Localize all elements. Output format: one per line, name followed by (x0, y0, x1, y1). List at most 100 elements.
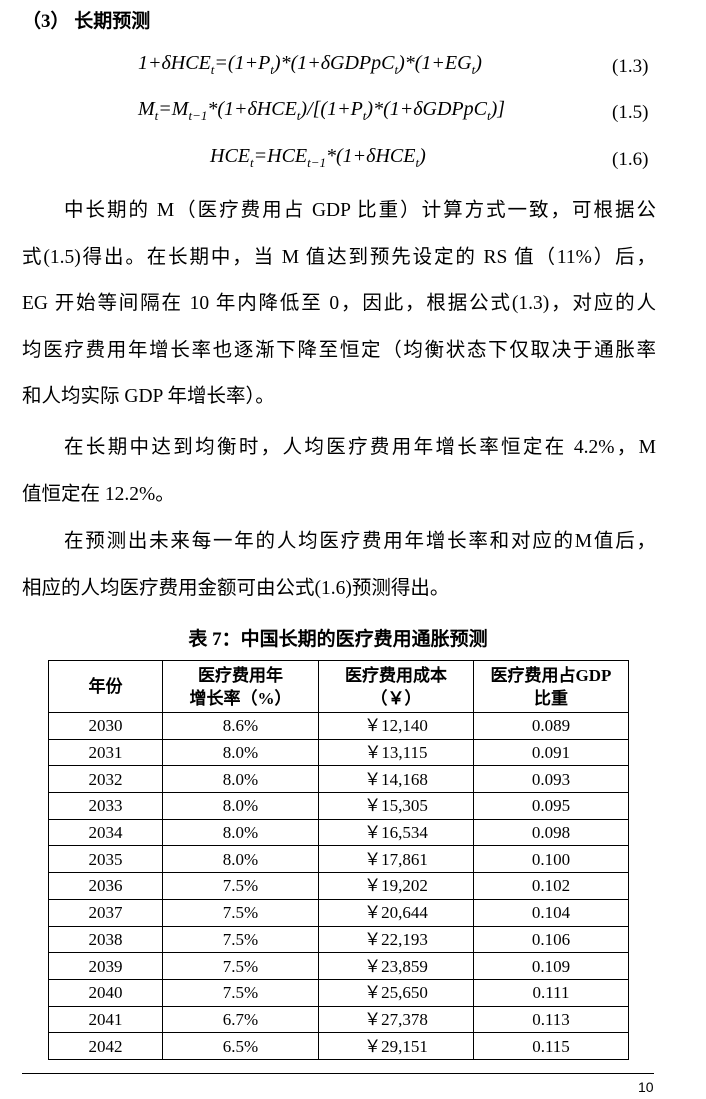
formula-text: HCE (210, 145, 250, 167)
text-line: 在预测出未来每一年的人均医疗费用年增长率和对应的M值后， (64, 531, 656, 552)
table-cell: 2034 (48, 818, 163, 847)
formula-text: )] (490, 98, 506, 120)
table-cell: 8.6% (162, 712, 319, 740)
formula-text: )/[(1+P (300, 98, 363, 120)
table-cell: ￥13,115 (318, 738, 474, 767)
table-cell: 0.106 (473, 925, 629, 954)
table-cell: 7.5% (162, 872, 319, 900)
table-header-row: 年份 医疗费用年增长率（%） 医疗费用成本 （￥） 医疗费用占GDP 比重 (48, 660, 629, 713)
table-cell: 2041 (48, 1005, 163, 1034)
table-caption: 表 7：中国长期的医疗费用通胀预测 (188, 629, 488, 650)
paragraph: 中长期的 M（医疗费用占 GDP 比重）计算方式一致，可根据公式(1.5)得出。… (22, 197, 656, 430)
formula-subscript: t (210, 62, 215, 77)
formula-3: HCEt=HCEt−1*(1+δHCEt) (210, 145, 426, 171)
table-cell: ￥16,534 (318, 818, 474, 847)
section-heading: （3） 长期预测 (22, 11, 151, 32)
table-row: 2042 6.5% ￥29,151 0.115 (48, 1032, 629, 1060)
column-header: 医疗费用成本 （￥） (318, 660, 474, 713)
formula-text: *(1+δHCE (326, 145, 416, 167)
header-text: 医疗费用占GDP (490, 665, 612, 685)
table-cell: 8.0% (162, 818, 319, 847)
table-cell: ￥20,644 (318, 898, 474, 927)
table-cell: 0.113 (473, 1005, 629, 1034)
table-row: 2037 7.5% ￥20,644 0.104 (48, 898, 629, 927)
table-cell: 8.0% (162, 765, 319, 794)
text-line: 中长期的 M（医疗费用占 GDP 比重）计算方式一致，可根据公 (64, 200, 656, 221)
table-row: 2034 8.0% ￥16,534 0.098 (48, 818, 629, 847)
table-cell: 2035 (48, 845, 163, 874)
table-cell: ￥22,193 (318, 925, 474, 954)
table-cell: 2030 (48, 712, 163, 740)
formula-subscript: t−1 (307, 155, 327, 170)
table-cell: ￥14,168 (318, 765, 474, 794)
formula-text: 1+δHCE (138, 52, 211, 74)
formula-subscript: t (415, 155, 420, 170)
formula-subscript: t (362, 108, 367, 123)
table-cell: 7.5% (162, 952, 319, 980)
table-cell: 0.091 (473, 738, 629, 767)
table-cell: 2039 (48, 952, 163, 980)
table-cell: 0.089 (473, 712, 629, 740)
formula-text: )*(1+δGDPpC (366, 98, 487, 120)
formula-text: ) (475, 52, 482, 74)
equation-number: (1.3) (612, 56, 649, 77)
table-cell: ￥23,859 (318, 952, 474, 980)
column-header: 年份 (48, 660, 163, 713)
formula-text: =M (158, 98, 189, 120)
text-line: 式(1.5)得出。在长期中，当 M 值达到预先设定的 RS 值（11%）后， (22, 246, 656, 268)
table-row: 2030 8.6% ￥12,140 0.089 (48, 712, 629, 740)
table-cell: 2036 (48, 872, 163, 900)
table-cell: ￥19,202 (318, 872, 474, 900)
table-cell: 2042 (48, 1032, 163, 1060)
table-cell: 0.102 (473, 872, 629, 900)
table-cell: 0.111 (473, 978, 629, 1007)
text-line: EG 开始等间隔在 10 年内降低至 0，因此，根据公式(1.3)，对应的人 (22, 293, 656, 314)
footer-divider (22, 1073, 654, 1074)
header-text: 比重 (534, 688, 568, 708)
table-cell: 6.5% (162, 1032, 319, 1060)
formula-subscript: t (486, 108, 491, 123)
formula-text: )*(1+EG (398, 52, 472, 74)
formula-text: =HCE (253, 145, 308, 167)
equation-number: (1.6) (612, 149, 649, 170)
formula-subscript: t−1 (188, 108, 208, 123)
table-row: 2036 7.5% ￥19,202 0.102 (48, 872, 629, 900)
header-text: 医疗费用成本 (345, 665, 447, 685)
table-cell: ￥27,378 (318, 1005, 474, 1034)
table-cell: ￥29,151 (318, 1032, 474, 1060)
formula-text: ) (419, 145, 426, 167)
formula-text: =(1+P (214, 52, 271, 74)
paragraph: 在预测出未来每一年的人均医疗费用年增长率和对应的M值后， 相应的人均医疗费用金额可… (22, 528, 656, 621)
table-cell: 0.104 (473, 898, 629, 927)
table-cell: 8.0% (162, 845, 319, 874)
table-cell: 0.095 (473, 792, 629, 820)
formula-2: Mt=Mt−1*(1+δHCEt)/[(1+Pt)*(1+δGDPpCt)] (138, 98, 505, 124)
table-row: 2032 8.0% ￥14,168 0.093 (48, 765, 629, 794)
formula-subscript: t (471, 62, 476, 77)
table-cell: 0.115 (473, 1032, 629, 1060)
table-cell: 8.0% (162, 792, 319, 820)
page-number: 10 (638, 1079, 654, 1095)
table-row: 2038 7.5% ￥22,193 0.106 (48, 925, 629, 954)
table-cell: 2032 (48, 765, 163, 794)
table-row: 2039 7.5% ￥23,859 0.109 (48, 952, 629, 980)
table-cell: 2031 (48, 738, 163, 767)
header-text: 医疗费用年 (198, 665, 283, 685)
table-cell: 7.5% (162, 898, 319, 927)
table-cell: 2038 (48, 925, 163, 954)
text-line: 和人均实际 GDP 年增长率）。 (22, 386, 275, 407)
text-line: 在长期中达到均衡时，人均医疗费用年增长率恒定在 4.2%，M (64, 437, 656, 458)
formula-text: *(1+δHCE (207, 98, 297, 120)
formula-subscript: t (250, 155, 254, 170)
table-cell: 7.5% (162, 978, 319, 1007)
formula-subscript: t (394, 62, 399, 77)
equation-number: (1.5) (612, 102, 649, 123)
text-line: 相应的人均医疗费用金额可由公式(1.6)预测得出。 (22, 577, 450, 599)
header-text: 增长率（%） (189, 688, 292, 708)
table-cell: ￥17,861 (318, 845, 474, 874)
forecast-table: 年份 医疗费用年增长率（%） 医疗费用成本 （￥） 医疗费用占GDP 比重 2030 8.6… (48, 660, 629, 1060)
table-cell: ￥25,650 (318, 978, 474, 1007)
formula-1: 1+δHCEt=(1+Pt)*(1+δGDPpCt)*(1+EGt) (138, 52, 482, 78)
column-header: 医疗费用占GDP 比重 (473, 660, 629, 713)
table-cell: ￥15,305 (318, 792, 474, 820)
